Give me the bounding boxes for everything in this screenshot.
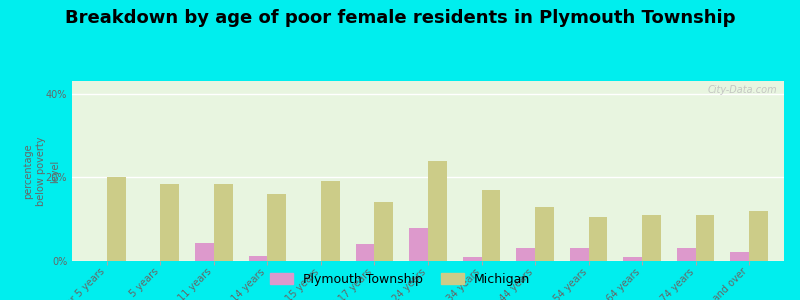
Bar — [677, 248, 696, 261]
Bar — [696, 215, 714, 261]
Bar — [214, 184, 233, 261]
Bar — [623, 257, 642, 261]
Bar — [642, 215, 661, 261]
Bar — [374, 202, 394, 261]
Bar — [570, 248, 589, 261]
Bar — [195, 243, 214, 261]
Bar — [428, 160, 446, 261]
Text: Breakdown by age of poor female residents in Plymouth Township: Breakdown by age of poor female resident… — [65, 9, 735, 27]
Bar — [321, 182, 340, 261]
Text: City-Data.com: City-Data.com — [707, 85, 777, 94]
Legend: Plymouth Township, Michigan: Plymouth Township, Michigan — [265, 268, 535, 291]
Bar — [589, 217, 607, 261]
Bar — [106, 177, 126, 261]
Bar — [462, 257, 482, 261]
Bar — [249, 256, 267, 261]
Bar — [267, 194, 286, 261]
Bar — [730, 252, 750, 261]
Bar — [410, 227, 428, 261]
Bar — [535, 207, 554, 261]
Bar — [750, 211, 768, 261]
Y-axis label: percentage
below poverty
level: percentage below poverty level — [23, 136, 60, 206]
Bar — [356, 244, 374, 261]
Bar — [516, 248, 535, 261]
Bar — [160, 184, 179, 261]
Bar — [482, 190, 500, 261]
